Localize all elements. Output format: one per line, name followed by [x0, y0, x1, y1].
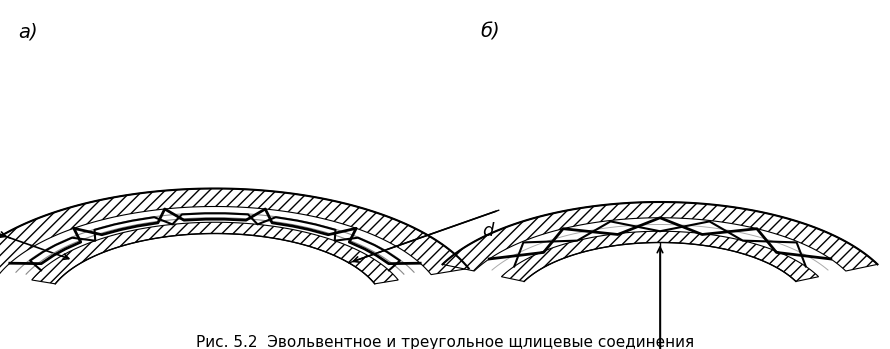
Text: а): а)	[18, 22, 37, 41]
Text: б): б)	[480, 22, 499, 41]
Polygon shape	[442, 202, 878, 271]
Text: Рис. 5.2  Эвольвентное и треугольное щлицевые соединения: Рис. 5.2 Эвольвентное и треугольное щлиц…	[196, 335, 694, 349]
Text: d: d	[482, 222, 494, 240]
Polygon shape	[0, 188, 469, 275]
Polygon shape	[501, 231, 819, 282]
Polygon shape	[32, 222, 398, 284]
